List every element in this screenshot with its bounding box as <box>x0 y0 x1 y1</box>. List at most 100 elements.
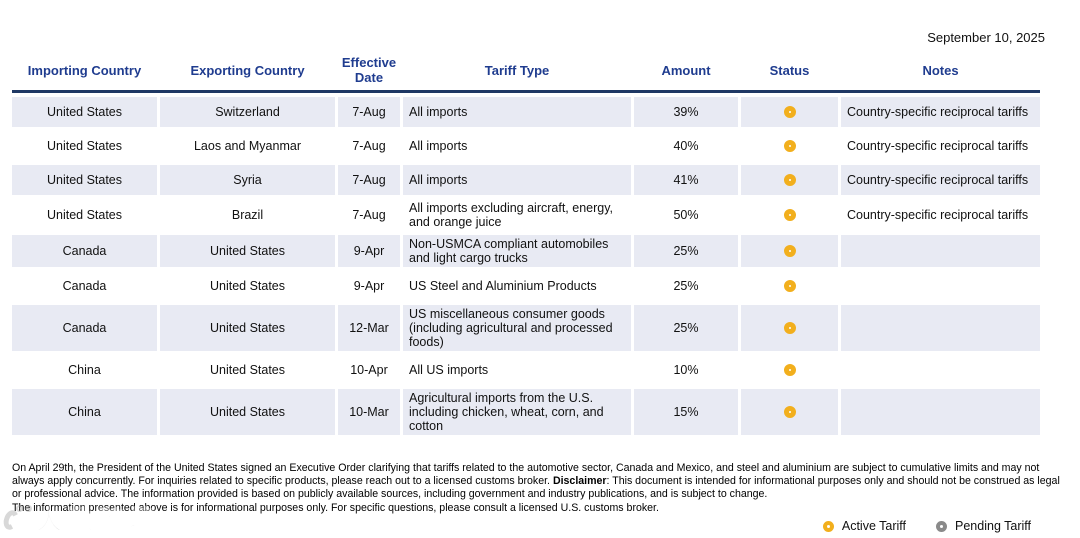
cell-exporting-country: Switzerland <box>160 96 335 127</box>
cell-effective-date: 7-Aug <box>338 96 400 127</box>
cell-amount: 25% <box>634 304 738 351</box>
cell-status <box>741 198 838 231</box>
active-tariff-status-icon <box>783 208 796 221</box>
active-tariff-status-icon <box>783 279 796 292</box>
cell-status <box>741 354 838 385</box>
cell-effective-date: 7-Aug <box>338 164 400 195</box>
informational-note: The information presented above is for i… <box>12 502 659 514</box>
table-header-row: Importing Country Exporting Country Effe… <box>12 52 1040 88</box>
table-row: Canada United States 9-Apr US Steel and … <box>12 270 1040 301</box>
cell-status <box>741 234 838 267</box>
cell-status <box>741 164 838 195</box>
column-header-effective-date: Effective Date <box>341 55 397 85</box>
cell-amount: 40% <box>634 130 738 161</box>
disclaimer-text-after: : This document is intended for informat… <box>12 475 1060 500</box>
cell-amount: 15% <box>634 388 738 435</box>
cell-tariff-type: Agricultural imports from the U.S. inclu… <box>403 388 631 435</box>
cell-tariff-type: US miscellaneous consumer goods (includi… <box>403 304 631 351</box>
footer-disclaimer: On April 29th, the President of the Unit… <box>12 462 1070 515</box>
cell-amount: 41% <box>634 164 738 195</box>
table-row: United States Brazil 7-Aug All imports e… <box>12 198 1040 231</box>
cell-effective-date: 12-Mar <box>338 304 400 351</box>
status-legend: Active Tariff Pending Tariff <box>822 519 1031 533</box>
pending-tariff-legend-label: Pending Tariff <box>955 519 1031 533</box>
cell-amount: 25% <box>634 270 738 301</box>
cell-exporting-country: Laos and Myanmar <box>160 130 335 161</box>
active-tariff-legend-label: Active Tariff <box>841 519 907 533</box>
cell-notes <box>841 234 1040 267</box>
column-header-exporting-country: Exporting Country <box>190 62 305 78</box>
cell-tariff-type: All imports <box>403 130 631 161</box>
table-row: United States Switzerland 7-Aug All impo… <box>12 96 1040 127</box>
cell-notes <box>841 388 1040 435</box>
cell-effective-date: 9-Apr <box>338 270 400 301</box>
cell-tariff-type: All US imports <box>403 354 631 385</box>
column-header-tariff-type: Tariff Type <box>484 62 550 78</box>
cell-exporting-country: United States <box>160 388 335 435</box>
cell-tariff-type: US Steel and Aluminium Products <box>403 270 631 301</box>
cell-importing-country: United States <box>12 198 157 231</box>
cell-notes: Country-specific reciprocal tariffs <box>841 164 1040 195</box>
cell-importing-country: United States <box>12 164 157 195</box>
cell-effective-date: 9-Apr <box>338 234 400 267</box>
column-header-amount: Amount <box>661 62 711 78</box>
tariff-table: Importing Country Exporting Country Effe… <box>12 52 1040 435</box>
cell-effective-date: 7-Aug <box>338 198 400 231</box>
cell-notes <box>841 304 1040 351</box>
table-row: China United States 10-Mar Agricultural … <box>12 388 1040 435</box>
table-row: Canada United States 12-Mar US miscellan… <box>12 304 1040 351</box>
cell-importing-country: Canada <box>12 304 157 351</box>
cell-status <box>741 270 838 301</box>
cell-importing-country: China <box>12 388 157 435</box>
cell-exporting-country: Syria <box>160 164 335 195</box>
cell-importing-country: Canada <box>12 270 157 301</box>
cell-exporting-country: United States <box>160 304 335 351</box>
active-tariff-status-icon <box>783 321 796 334</box>
cell-notes: Country-specific reciprocal tariffs <box>841 96 1040 127</box>
cell-amount: 50% <box>634 198 738 231</box>
legend-item-pending: Pending Tariff <box>936 519 1031 533</box>
table-row: United States Laos and Myanmar 7-Aug All… <box>12 130 1040 161</box>
cell-exporting-country: United States <box>160 354 335 385</box>
active-tariff-legend-icon <box>822 520 834 532</box>
pending-tariff-legend-icon <box>936 520 948 532</box>
report-date: September 10, 2025 <box>927 30 1045 45</box>
cell-effective-date: 10-Apr <box>338 354 400 385</box>
cell-importing-country: Canada <box>12 234 157 267</box>
disclaimer-label: Disclaimer <box>552 475 607 487</box>
cell-importing-country: United States <box>12 130 157 161</box>
cell-tariff-type: All imports excluding aircraft, energy, … <box>403 198 631 231</box>
legend-item-active: Active Tariff <box>822 519 907 533</box>
cell-amount: 39% <box>634 96 738 127</box>
cell-notes <box>841 270 1040 301</box>
cell-amount: 10% <box>634 354 738 385</box>
active-tariff-status-icon <box>783 244 796 257</box>
cell-notes: Country-specific reciprocal tariffs <box>841 198 1040 231</box>
cell-status <box>741 130 838 161</box>
cell-exporting-country: Brazil <box>160 198 335 231</box>
column-header-notes: Notes <box>922 62 959 78</box>
cell-effective-date: 7-Aug <box>338 130 400 161</box>
cell-status <box>741 304 838 351</box>
disclaimer-text-before: On April 29th, the President of the Unit… <box>12 462 1040 487</box>
table-body: United States Switzerland 7-Aug All impo… <box>12 96 1040 435</box>
cell-amount: 25% <box>634 234 738 267</box>
cell-tariff-type: Non-USMCA compliant automobiles and ligh… <box>403 234 631 267</box>
active-tariff-status-icon <box>783 405 796 418</box>
cell-importing-country: United States <box>12 96 157 127</box>
header-divider <box>12 90 1040 93</box>
table-row: Canada United States 9-Apr Non-USMCA com… <box>12 234 1040 267</box>
disclaimer-paragraph: On April 29th, the President of the Unit… <box>12 462 1070 501</box>
cell-tariff-type: All imports <box>403 96 631 127</box>
active-tariff-status-icon <box>783 173 796 186</box>
cell-status <box>741 96 838 127</box>
cell-status <box>741 388 838 435</box>
column-header-importing-country: Importing Country <box>27 62 142 78</box>
cell-tariff-type: All imports <box>403 164 631 195</box>
cell-exporting-country: United States <box>160 270 335 301</box>
column-header-status: Status <box>769 62 810 78</box>
active-tariff-status-icon <box>783 363 796 376</box>
cell-notes: Country-specific reciprocal tariffs <box>841 130 1040 161</box>
cell-importing-country: China <box>12 354 157 385</box>
